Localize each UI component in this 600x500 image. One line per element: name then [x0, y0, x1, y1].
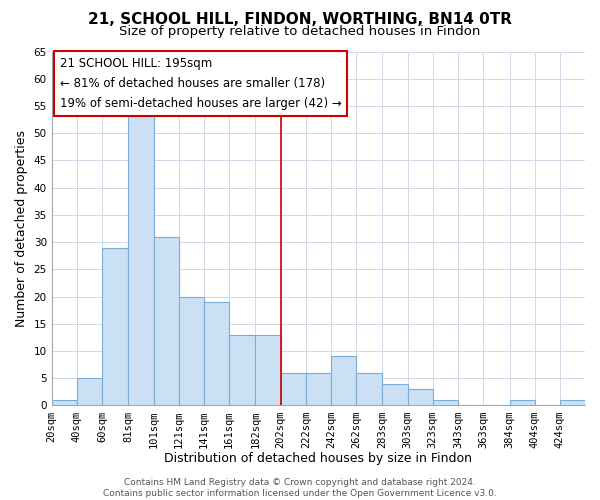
Bar [407, 389, 433, 406]
Bar [256, 334, 281, 406]
Bar [433, 400, 458, 406]
Text: 21, SCHOOL HILL, FINDON, WORTHING, BN14 0TR: 21, SCHOOL HILL, FINDON, WORTHING, BN14 … [88, 12, 512, 28]
Bar [281, 373, 306, 406]
Bar [154, 236, 179, 406]
X-axis label: Distribution of detached houses by size in Findon: Distribution of detached houses by size … [164, 452, 472, 465]
Text: Size of property relative to detached houses in Findon: Size of property relative to detached ho… [119, 25, 481, 38]
Bar [102, 248, 128, 406]
Text: 21 SCHOOL HILL: 195sqm
← 81% of detached houses are smaller (178)
19% of semi-de: 21 SCHOOL HILL: 195sqm ← 81% of detached… [59, 57, 341, 110]
Y-axis label: Number of detached properties: Number of detached properties [15, 130, 28, 327]
Bar [356, 373, 382, 406]
Bar [128, 112, 154, 406]
Bar [509, 400, 535, 406]
Bar [179, 296, 204, 406]
Text: Contains HM Land Registry data © Crown copyright and database right 2024.
Contai: Contains HM Land Registry data © Crown c… [103, 478, 497, 498]
Bar [382, 384, 407, 406]
Bar [77, 378, 102, 406]
Bar [204, 302, 229, 406]
Bar [331, 356, 356, 406]
Bar [229, 334, 256, 406]
Bar [306, 373, 331, 406]
Bar [52, 400, 77, 406]
Bar [560, 400, 585, 406]
